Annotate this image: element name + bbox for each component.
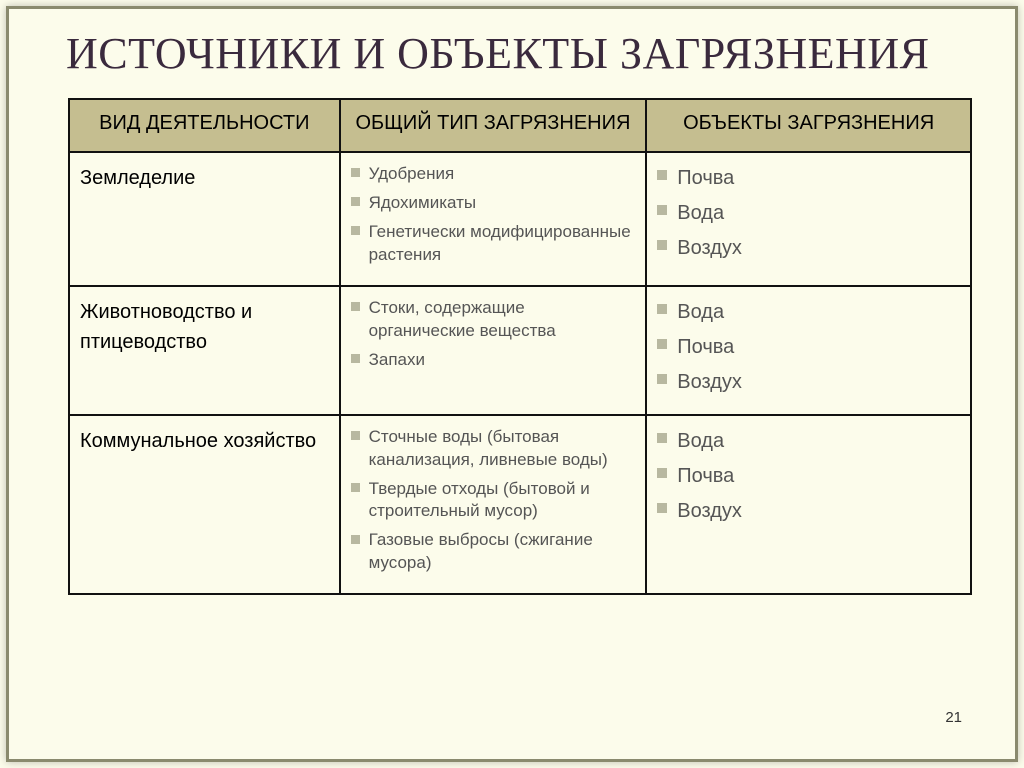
list-item: Сточные воды (бытовая канализация, ливне… bbox=[351, 426, 636, 472]
list-item: Генетически модифицированные растения bbox=[351, 221, 636, 267]
list-item: Твердые отходы (бытовой и строительный м… bbox=[351, 478, 636, 524]
list-item: Почва bbox=[657, 163, 960, 194]
bullet-list: Сточные воды (бытовая канализация, ливне… bbox=[351, 426, 636, 576]
list-item: Запахи bbox=[351, 349, 636, 372]
list-item: Воздух bbox=[657, 496, 960, 527]
list-item: Воздух bbox=[657, 233, 960, 264]
list-item: Стоки, содержащие органические вещества bbox=[351, 297, 636, 343]
list-item: Удобрения bbox=[351, 163, 636, 186]
list-item: Ядохимикаты bbox=[351, 192, 636, 215]
list-item: Почва bbox=[657, 332, 960, 363]
list-item: Почва bbox=[657, 461, 960, 492]
bullet-list: Вода Почва Воздух bbox=[657, 426, 960, 527]
list-item: Вода bbox=[657, 426, 960, 457]
bullet-list: Стоки, содержащие органические вещества … bbox=[351, 297, 636, 372]
targets-cell: Вода Почва Воздух bbox=[646, 286, 971, 415]
page-number: 21 bbox=[945, 709, 962, 726]
list-item: Вода bbox=[657, 297, 960, 328]
list-item: Вода bbox=[657, 198, 960, 229]
list-item: Газовые выбросы (сжигание мусора) bbox=[351, 529, 636, 575]
pollution-types-cell: Сточные воды (бытовая канализация, ливне… bbox=[340, 415, 647, 595]
bullet-list: Почва Вода Воздух bbox=[657, 163, 960, 264]
bullet-list: Вода Почва Воздух bbox=[657, 297, 960, 398]
list-item: Воздух bbox=[657, 367, 960, 398]
